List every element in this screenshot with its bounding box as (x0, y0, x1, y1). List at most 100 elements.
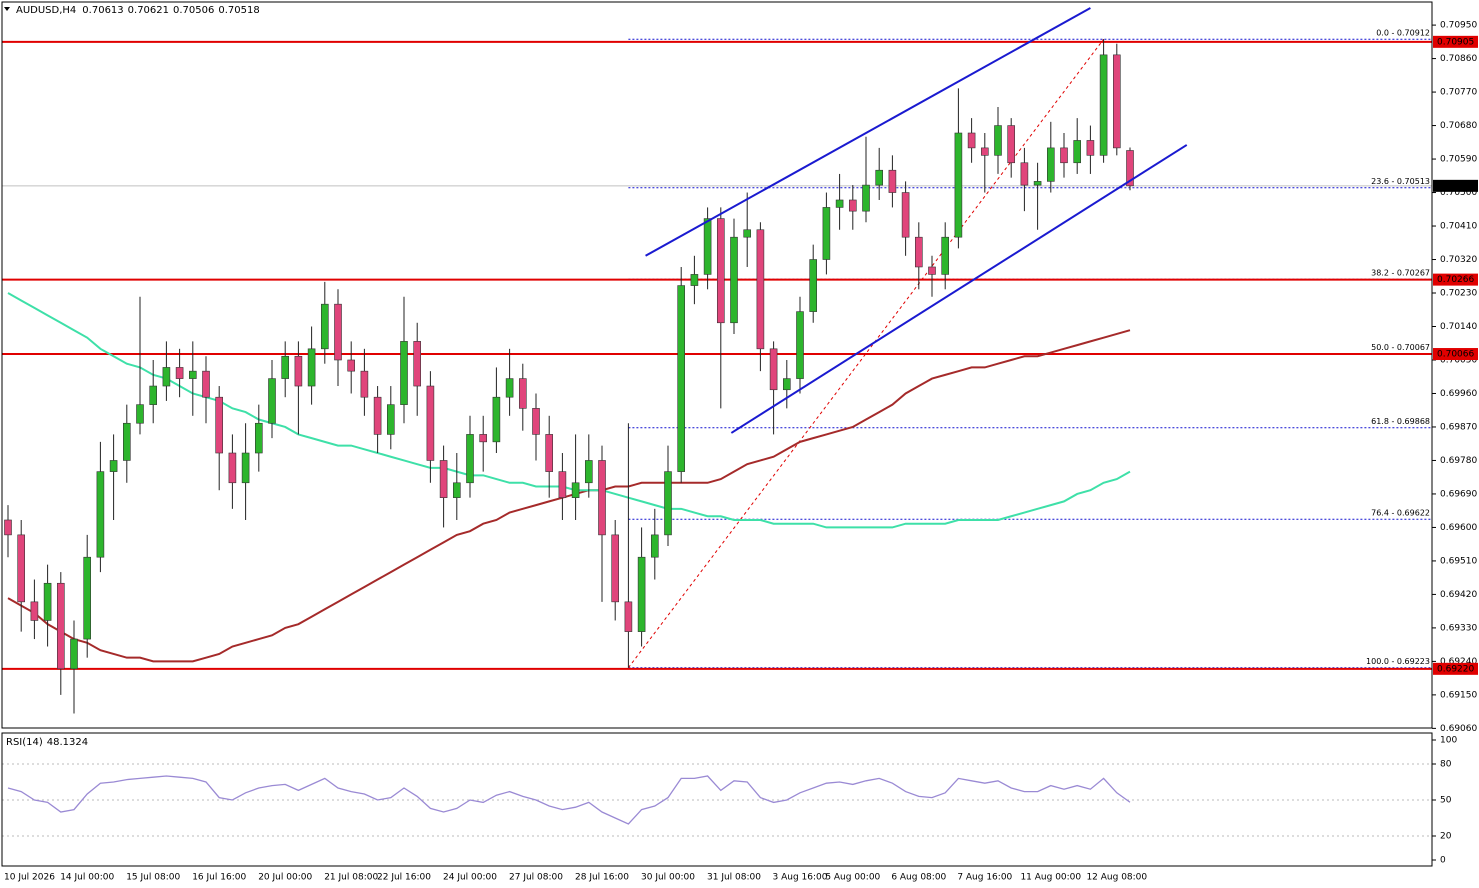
low-value: 0.70506 (173, 5, 214, 16)
x-tick-label: 14 Jul 00:00 (60, 873, 114, 883)
candle-body (1060, 147, 1068, 164)
y-tick-label: 0.69060 (1440, 724, 1477, 734)
main-frame (1, 1, 1433, 729)
y-tick-label: 0.69960 (1440, 389, 1477, 399)
candle-body (769, 348, 778, 391)
y-tick-label: 0.70230 (1440, 289, 1477, 299)
y-tick-label: 0.70410 (1440, 222, 1477, 232)
candle-body (320, 303, 329, 350)
fib-label: 38.2 - 0.70267 (1371, 269, 1430, 278)
candle-body (1099, 54, 1108, 156)
candle-body (56, 582, 65, 670)
fib-label: 23.6 - 0.70513 (1371, 177, 1430, 186)
x-tick-label: 6 Aug 08:00 (891, 873, 946, 883)
rsi-tick-label: 0 (1440, 856, 1446, 866)
moving-average (7, 329, 1131, 663)
x-tick-label: 30 Jul 00:00 (641, 873, 695, 883)
x-tick-label: 20 Jul 00:00 (258, 873, 312, 883)
fib-label: 0.0 - 0.70912 (1376, 29, 1430, 38)
candle-body (809, 259, 818, 312)
moving-average (7, 292, 1131, 529)
rsi-tick-label: 100 (1440, 736, 1457, 746)
y-tick-label: 0.70590 (1440, 155, 1477, 165)
x-tick-label: 5 Aug 00:00 (825, 873, 880, 883)
candle-body (17, 534, 26, 603)
candle-body (241, 452, 250, 484)
candle-body (1113, 54, 1121, 149)
rsi-frame (1, 732, 1433, 867)
candle-body (928, 266, 936, 275)
candle-body (281, 355, 290, 379)
rsi-tick-label: 80 (1440, 760, 1452, 770)
candle-body (716, 218, 725, 324)
y-tick-label: 0.69150 (1440, 690, 1477, 700)
x-tick-label: 7 Aug 16:00 (957, 873, 1012, 883)
candle-body (149, 385, 157, 405)
x-tick-label: 3 Aug 16:00 (773, 873, 828, 883)
candle-body (848, 199, 857, 212)
y-tick-label: 0.69330 (1440, 623, 1477, 633)
candle-body (83, 556, 91, 640)
level-tag-label: 0.69220 (1437, 664, 1474, 674)
rsi-line (7, 775, 1131, 825)
candle-body (822, 207, 831, 260)
fib-label: 50.0 - 0.70067 (1371, 343, 1430, 352)
plot-layer: 0.70950 0.70860 0.70770 0.70680 0.70590 0.705… (2, 7, 1478, 883)
candle-body (914, 236, 923, 268)
y-tick-label: 0.70950 (1440, 21, 1477, 31)
candle-body (307, 348, 316, 387)
y-tick-label: 0.69690 (1440, 489, 1477, 499)
candle-body (202, 370, 210, 398)
candle-body (611, 534, 620, 603)
candle-body (136, 404, 144, 424)
candle-body (175, 367, 184, 379)
candle-body (782, 378, 791, 391)
candle-body (334, 303, 342, 361)
candle-body (835, 199, 844, 208)
level-tag-label: 0.70266 (1437, 275, 1474, 285)
y-tick-label: 0.70770 (1440, 88, 1477, 98)
y-tick-label: 0.69780 (1440, 456, 1477, 466)
candle-body (347, 359, 356, 372)
candle-body (228, 452, 237, 484)
open-value: 0.70613 (82, 5, 123, 16)
candle-body (756, 229, 765, 350)
level-tag (1433, 662, 1478, 675)
y-tick-label: 0.69600 (1440, 523, 1477, 533)
y-tick-label: 0.70140 (1440, 322, 1477, 332)
fib-diagonal (628, 38, 1104, 669)
channel-line (645, 7, 1091, 257)
close-value: 0.70518 (218, 5, 259, 16)
candle-body (43, 582, 52, 621)
candle-body (1020, 162, 1029, 186)
menu-triangle[interactable] (4, 7, 10, 11)
candle-body (1073, 140, 1081, 164)
candle-body (650, 534, 659, 558)
candle-body (413, 341, 422, 387)
candle-body (426, 385, 435, 461)
candle-body (637, 556, 646, 632)
candle-body (1126, 150, 1134, 187)
candle-body (941, 236, 950, 275)
y-tick-label: 0.69870 (1440, 422, 1477, 432)
candle-body (30, 601, 39, 621)
candle-body (1047, 147, 1055, 182)
candle-body (466, 434, 474, 484)
rsi-label: RSI(14) (6, 737, 43, 748)
candle-body (215, 396, 223, 454)
candle-body (690, 274, 699, 286)
y-tick-label: 0.69420 (1440, 590, 1477, 600)
x-tick-label: 28 Jul 16:00 (575, 873, 629, 883)
candle-body (123, 422, 131, 461)
rsi-tick-label: 20 (1440, 832, 1452, 842)
candle-body (954, 132, 963, 238)
y-tick-label: 0.70320 (1440, 255, 1477, 265)
candle-body (452, 482, 461, 498)
y-tick-label: 0.70050 (1440, 355, 1477, 365)
candle-body (4, 519, 12, 536)
candle-body (532, 408, 540, 435)
candle-body (400, 341, 408, 405)
x-tick-label: 16 Jul 16:00 (192, 873, 246, 883)
